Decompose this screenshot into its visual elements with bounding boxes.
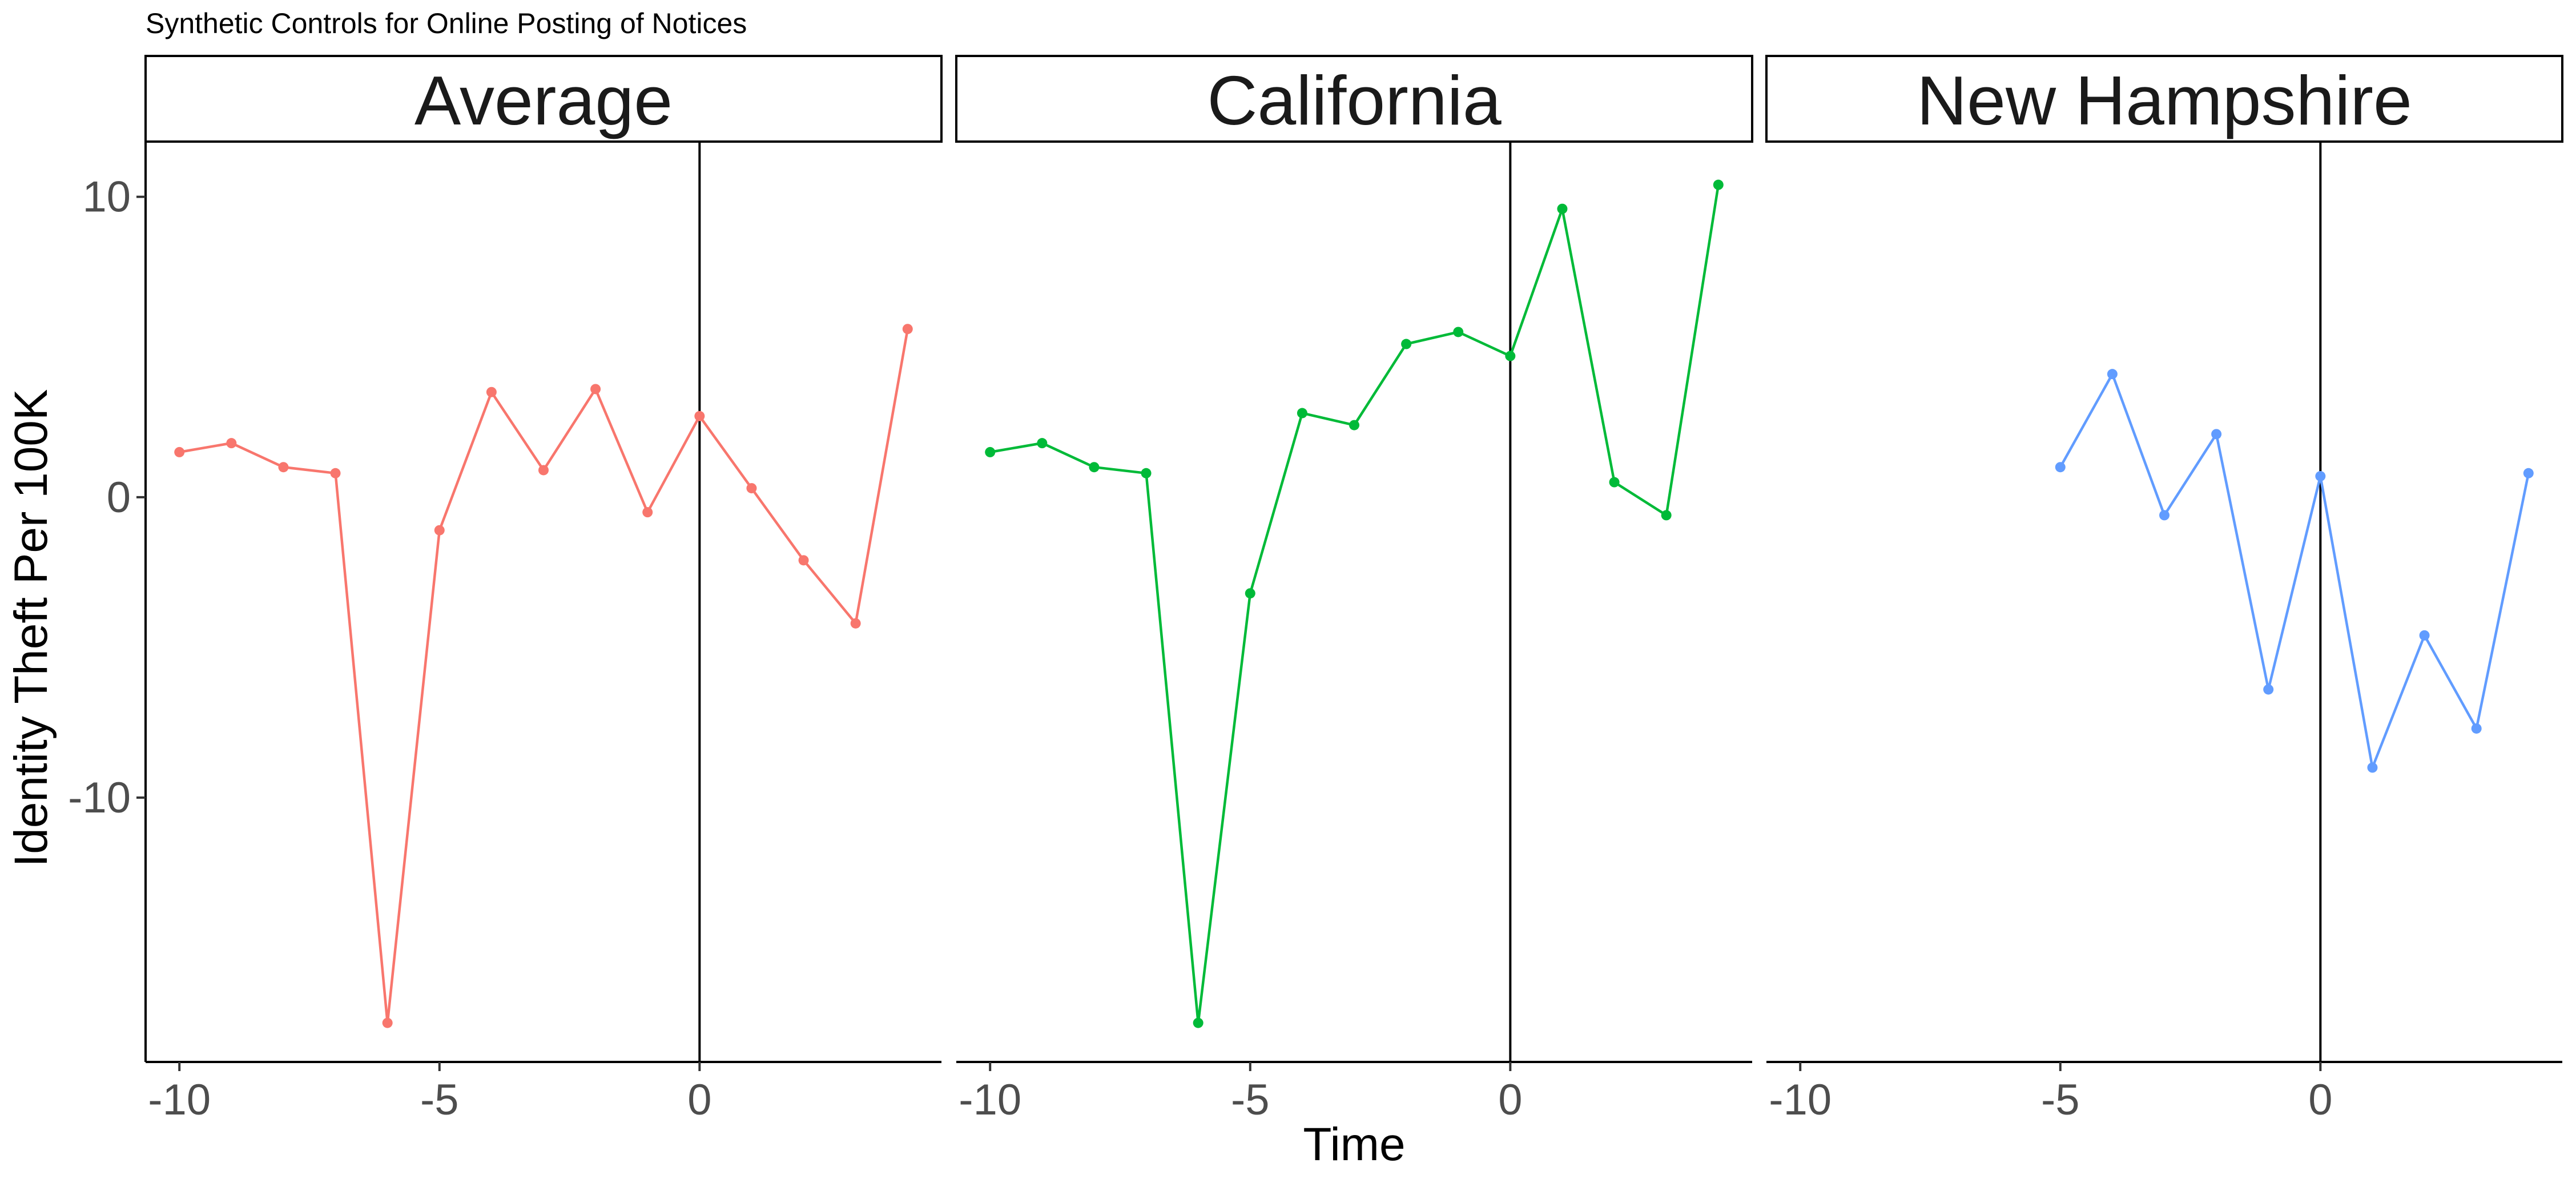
series-line-california xyxy=(989,184,1720,1024)
y-tick-label: 10 xyxy=(82,173,131,222)
data-point xyxy=(2367,762,2378,773)
data-point xyxy=(1609,477,1620,488)
data-point xyxy=(1661,510,1672,521)
x-tick-label: 0 xyxy=(1498,1076,1522,1124)
data-point xyxy=(2159,510,2170,521)
data-point xyxy=(1401,339,1412,349)
series-line-new-hampshire xyxy=(2059,372,2530,769)
x-tick-label: 0 xyxy=(687,1076,711,1124)
data-point xyxy=(538,465,549,476)
data-point xyxy=(798,555,809,566)
x-tick-label: -10 xyxy=(148,1076,211,1124)
y-tick-label: 0 xyxy=(107,473,131,522)
y-tick-label: -10 xyxy=(68,774,131,822)
data-point xyxy=(1349,420,1359,430)
data-point xyxy=(1713,179,1724,190)
strip-label: Average xyxy=(414,62,673,139)
data-point xyxy=(2315,471,2326,482)
data-point xyxy=(174,446,185,457)
data-point xyxy=(902,324,913,335)
data-point xyxy=(850,618,861,629)
strip-label: California xyxy=(1207,62,1501,139)
series-line-average xyxy=(179,328,909,1024)
data-point xyxy=(694,411,705,421)
data-point xyxy=(985,446,996,457)
panel-california: California -10 -5 0 xyxy=(955,55,1753,1124)
data-point xyxy=(1193,1017,1204,1028)
data-point xyxy=(2471,723,2482,734)
strip-box xyxy=(144,55,943,143)
data-point xyxy=(486,387,497,397)
x-tick-label: -5 xyxy=(2041,1076,2080,1124)
data-point xyxy=(2523,468,2534,478)
data-point xyxy=(746,483,757,494)
x-axis-title: Time xyxy=(1303,1118,1405,1170)
data-point xyxy=(2107,369,2118,380)
data-point xyxy=(2211,429,2222,440)
panel-average: Average -10 0 10 -10 -5 0 xyxy=(68,55,943,1124)
data-point xyxy=(1245,588,1255,599)
data-point xyxy=(278,462,289,473)
data-point xyxy=(1037,438,1048,449)
data-point xyxy=(434,525,445,536)
y-axis-title: Identity Theft Per 100K xyxy=(5,389,57,867)
data-point xyxy=(226,438,237,449)
strip-label: New Hampshire xyxy=(1917,62,2412,139)
data-point xyxy=(2263,684,2274,695)
chart-title: Synthetic Controls for Online Posting of… xyxy=(146,7,747,39)
x-tick-label: -10 xyxy=(959,1076,1021,1124)
data-point xyxy=(330,468,341,478)
data-point xyxy=(2419,630,2430,641)
strip-box xyxy=(1765,55,2563,143)
panel-new-hampshire: New Hampshire -10 -5 0 xyxy=(1765,55,2563,1124)
strip-box xyxy=(955,55,1753,143)
x-tick-label: 0 xyxy=(2308,1076,2332,1124)
data-point xyxy=(642,507,653,518)
data-point xyxy=(382,1017,393,1028)
data-point xyxy=(590,384,601,395)
x-tick-label: -10 xyxy=(1769,1076,1832,1124)
x-tick-label: -5 xyxy=(1231,1076,1270,1124)
data-point xyxy=(1557,203,1568,214)
data-point xyxy=(1453,327,1464,337)
data-point xyxy=(1089,462,1100,473)
data-point xyxy=(1505,351,1516,361)
data-point xyxy=(1141,468,1152,478)
data-point xyxy=(2055,462,2066,473)
x-tick-label: -5 xyxy=(420,1076,459,1124)
data-point xyxy=(1297,408,1307,419)
